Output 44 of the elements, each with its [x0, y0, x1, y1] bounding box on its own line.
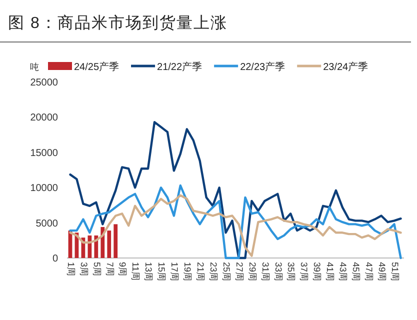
- x-tick-label: 13周: [144, 262, 154, 282]
- x-tick-label: 3周: [78, 262, 89, 276]
- legend-label: 24/25产季: [74, 61, 120, 73]
- x-tick-label: 23周: [208, 262, 218, 282]
- y-tick-label: 20000: [30, 112, 58, 124]
- x-tick-label: 37周: [299, 262, 310, 282]
- x-tick-label: 19周: [182, 262, 193, 282]
- y-axis-title: 吨: [30, 62, 39, 72]
- chart-title: 图 8：商品米市场到货量上涨: [8, 14, 228, 32]
- x-tick-label: 51周: [390, 262, 400, 282]
- line-series: [69, 194, 402, 257]
- x-tick-label: 17周: [170, 262, 180, 282]
- y-tick-label: 10000: [30, 183, 58, 194]
- x-tick-label: 25周: [221, 262, 232, 282]
- x-tick-label: 49周: [376, 262, 387, 282]
- x-tick-label: 33周: [273, 262, 284, 282]
- x-tick-label: 41周: [325, 262, 336, 282]
- x-tick-label: 7周: [104, 262, 115, 276]
- x-tick-label: 43周: [338, 262, 348, 282]
- y-tick-label: 25000: [30, 78, 58, 88]
- legend-label: 22/23产季: [240, 61, 286, 73]
- bar: [88, 235, 92, 258]
- bar: [107, 230, 112, 258]
- x-tick-label: 45周: [351, 262, 362, 282]
- x-tick-label: 47周: [364, 262, 374, 282]
- x-tick-label: 21周: [195, 262, 206, 282]
- y-tick-label: 5000: [36, 218, 58, 230]
- x-tick-label: 39周: [312, 262, 322, 282]
- x-tick-label: 5周: [92, 262, 102, 276]
- x-tick-label: 11周: [130, 262, 141, 280]
- bar: [114, 224, 118, 258]
- x-tick-label: 27周: [234, 262, 244, 282]
- x-tick-label: 9周: [118, 262, 128, 276]
- line-series: [69, 121, 402, 260]
- legend-label: 21/22产季: [157, 61, 202, 73]
- x-tick-label: 1周: [66, 262, 76, 276]
- x-tick-label: 35周: [286, 262, 296, 282]
- x-tick-label: 15周: [156, 262, 167, 282]
- x-tick-label: 31周: [260, 262, 270, 282]
- y-tick-label: 15000: [30, 148, 58, 159]
- legend-label: 23/24产季: [323, 61, 368, 73]
- line-series: [69, 184, 402, 260]
- x-tick-label: 29周: [247, 262, 258, 282]
- y-tick-label: 0: [52, 254, 58, 264]
